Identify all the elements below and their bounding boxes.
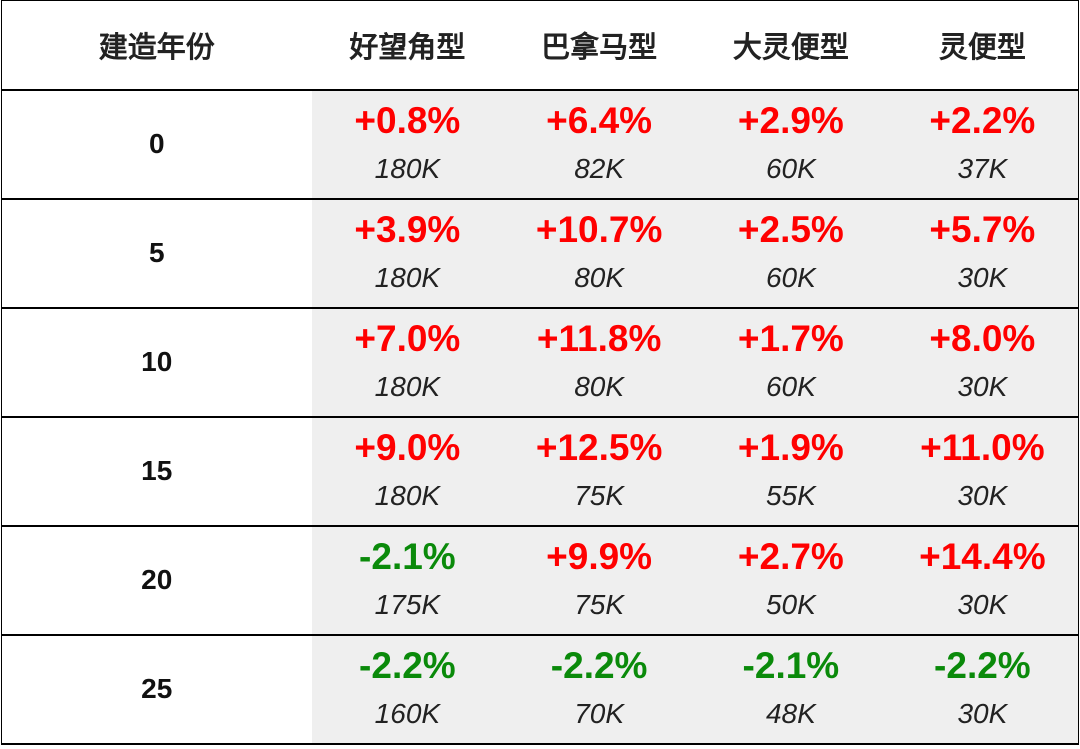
change-percent: -2.2%: [359, 645, 456, 686]
value-cell: +12.5% 75K: [503, 416, 695, 527]
build-year-cell: 20: [1, 525, 312, 636]
change-percent: +2.9%: [737, 100, 844, 141]
value-cell: +2.5% 60K: [695, 198, 887, 309]
change-percent: -2.1%: [742, 645, 840, 686]
value-cell: +6.4% 82K: [503, 89, 695, 200]
header-panamax: 巴拿马型: [503, 0, 695, 91]
value-cell: -2.1% 175K: [311, 525, 504, 636]
change-percent: +9.0%: [354, 427, 461, 468]
change-percent: +3.9%: [354, 209, 461, 250]
value-cell: +14.4% 30K: [886, 525, 1079, 636]
value-cell: +11.0% 30K: [886, 416, 1079, 527]
value-cell: +1.9% 55K: [695, 416, 887, 527]
value-cell: +2.7% 50K: [695, 525, 887, 636]
table-body: 0 +0.8% 180K +6.4% 82K +2.9% 60K +2.2% 37K 5…: [1, 89, 1079, 745]
price-amount: 30K: [957, 480, 1008, 511]
header-handysize: 灵便型: [886, 0, 1079, 91]
price-amount: 180K: [374, 153, 441, 184]
price-amount: 75K: [574, 589, 625, 620]
value-cell: +9.9% 75K: [503, 525, 695, 636]
value-cell: -2.2% 30K: [886, 634, 1079, 745]
value-cell: +3.9% 180K: [311, 198, 504, 309]
price-amount: 75K: [574, 480, 625, 511]
change-percent: +2.2%: [929, 100, 1036, 141]
change-percent: +0.8%: [354, 100, 461, 141]
change-percent: +2.7%: [737, 536, 844, 577]
change-percent: -2.2%: [550, 645, 648, 686]
price-amount: 60K: [765, 262, 816, 293]
change-percent: +14.4%: [919, 536, 1046, 577]
change-percent: +5.7%: [929, 209, 1036, 250]
table-row: 5 +3.9% 180K +10.7% 80K +2.5% 60K +5.7% 30K: [1, 198, 1079, 309]
price-amount: 60K: [765, 371, 816, 402]
value-cell: +0.8% 180K: [311, 89, 504, 200]
price-amount: 70K: [574, 698, 625, 729]
build-year-cell: 10: [1, 307, 312, 418]
price-amount: 80K: [574, 262, 625, 293]
build-year-cell: 15: [1, 416, 312, 527]
table-row: 25 -2.2% 160K -2.2% 70K -2.1% 48K -2.2% 30K: [1, 634, 1079, 745]
change-percent: +8.0%: [929, 318, 1036, 359]
price-amount: 30K: [957, 371, 1008, 402]
change-percent: +2.5%: [737, 209, 844, 250]
price-amount: 30K: [957, 698, 1008, 729]
change-percent: +12.5%: [535, 427, 663, 468]
price-amount: 30K: [957, 589, 1008, 620]
price-amount: 175K: [374, 589, 441, 620]
value-cell: +5.7% 30K: [886, 198, 1079, 309]
value-cell: -2.2% 160K: [311, 634, 504, 745]
change-percent: +9.9%: [546, 536, 653, 577]
value-cell: +8.0% 30K: [886, 307, 1079, 418]
header-supramax: 大灵便型: [695, 0, 887, 91]
price-amount: 60K: [765, 153, 816, 184]
price-amount: 80K: [574, 371, 625, 402]
value-cell: -2.1% 48K: [695, 634, 887, 745]
build-year-cell: 5: [1, 198, 312, 309]
table-row: 10 +7.0% 180K +11.8% 80K +1.7% 60K +8.0% 30K: [1, 307, 1079, 418]
value-cell: +11.8% 80K: [503, 307, 695, 418]
change-percent: +11.8%: [536, 318, 662, 359]
change-percent: +11.0%: [920, 427, 1045, 468]
value-cell: +7.0% 180K: [311, 307, 504, 418]
table-row: 20 -2.1% 175K +9.9% 75K +2.7% 50K +14.4% 30K: [1, 525, 1079, 636]
header-capesize: 好望角型: [311, 0, 504, 91]
change-percent: +1.7%: [737, 318, 844, 359]
change-percent: +1.9%: [737, 427, 844, 468]
table-row: 15 +9.0% 180K +12.5% 75K +1.9% 55K +11.0% 30…: [1, 416, 1079, 527]
build-year-cell: 25: [1, 634, 312, 745]
value-cell: -2.2% 70K: [503, 634, 695, 745]
price-amount: 160K: [374, 698, 441, 729]
price-amount: 37K: [957, 153, 1008, 184]
value-cell: +1.7% 60K: [695, 307, 887, 418]
header-build-year: 建造年份: [1, 0, 312, 91]
price-amount: 180K: [374, 262, 441, 293]
value-cell: +2.9% 60K: [695, 89, 887, 200]
price-amount: 55K: [765, 480, 816, 511]
change-percent: -2.2%: [934, 645, 1031, 686]
price-amount: 30K: [957, 262, 1008, 293]
price-amount: 180K: [374, 371, 441, 402]
price-amount: 180K: [374, 480, 441, 511]
header-row: 建造年份 好望角型 巴拿马型 大灵便型 灵便型: [1, 0, 1079, 91]
price-amount: 50K: [765, 589, 816, 620]
table-header: 建造年份 好望角型 巴拿马型 大灵便型 灵便型: [1, 0, 1079, 91]
value-cell: +2.2% 37K: [886, 89, 1079, 200]
price-amount: 82K: [574, 153, 625, 184]
change-percent: +10.7%: [535, 209, 663, 250]
value-cell: +9.0% 180K: [311, 416, 504, 527]
price-amount: 48K: [765, 698, 816, 729]
table-row: 0 +0.8% 180K +6.4% 82K +2.9% 60K +2.2% 37K: [1, 89, 1079, 200]
change-percent: +7.0%: [354, 318, 461, 359]
build-year-cell: 0: [1, 89, 312, 200]
change-percent: -2.1%: [359, 536, 456, 577]
value-cell: +10.7% 80K: [503, 198, 695, 309]
change-percent: +6.4%: [546, 100, 653, 141]
